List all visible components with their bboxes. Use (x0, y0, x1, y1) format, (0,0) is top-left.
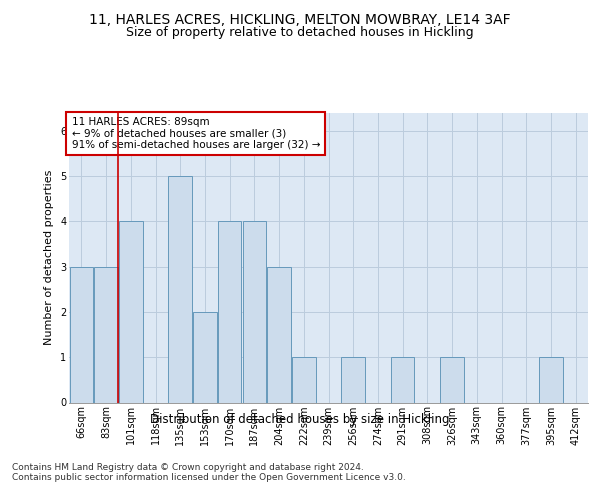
Text: 11, HARLES ACRES, HICKLING, MELTON MOWBRAY, LE14 3AF: 11, HARLES ACRES, HICKLING, MELTON MOWBR… (89, 12, 511, 26)
Text: Distribution of detached houses by size in Hickling: Distribution of detached houses by size … (150, 412, 450, 426)
Bar (119, 221, 143, 402)
Bar (169, 176, 192, 402)
Bar (440, 357, 464, 403)
Bar (268, 266, 291, 402)
Bar (341, 357, 365, 403)
Bar (193, 312, 217, 402)
Text: Size of property relative to detached houses in Hickling: Size of property relative to detached ho… (126, 26, 474, 39)
Text: Contains HM Land Registry data © Crown copyright and database right 2024.
Contai: Contains HM Land Registry data © Crown c… (12, 462, 406, 482)
Y-axis label: Number of detached properties: Number of detached properties (44, 170, 55, 345)
Bar (242, 221, 266, 402)
Bar (292, 357, 316, 403)
Bar (539, 357, 563, 403)
Bar (391, 357, 415, 403)
Text: 11 HARLES ACRES: 89sqm
← 9% of detached houses are smaller (3)
91% of semi-detac: 11 HARLES ACRES: 89sqm ← 9% of detached … (71, 117, 320, 150)
Bar (70, 266, 93, 402)
Bar (218, 221, 241, 402)
Bar (94, 266, 118, 402)
